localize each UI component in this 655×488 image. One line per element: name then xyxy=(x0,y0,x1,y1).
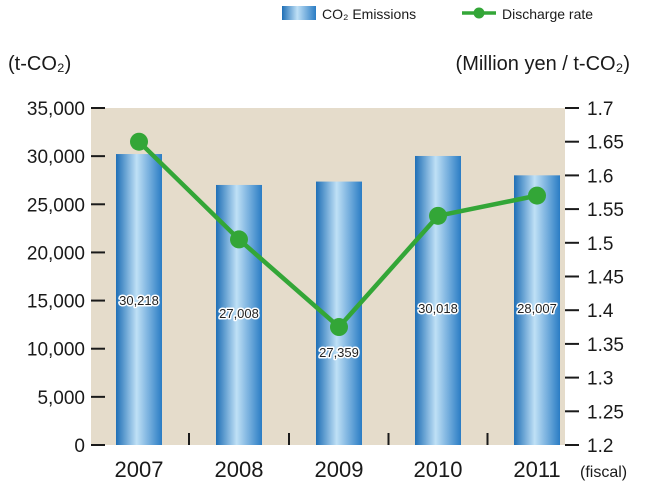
legend: CO₂ Emissions Discharge rate xyxy=(282,6,593,22)
x-axis-suffix: (fiscal) xyxy=(580,464,627,481)
bar-data-label: 27,359 xyxy=(319,345,359,360)
bar-data-label: 28,007 xyxy=(517,301,557,316)
y-right-tick-label: 1.4 xyxy=(587,301,614,322)
line-point xyxy=(130,132,148,151)
x-tick-label: 2008 xyxy=(215,457,264,482)
y-left-unit: (t-CO₂) xyxy=(8,53,71,75)
y-left-tick-label: 35,000 xyxy=(27,99,85,120)
y-right-tick-label: 1.5 xyxy=(587,234,613,255)
y-right-tick-label: 1.45 xyxy=(587,268,624,289)
y-right-tick-label: 1.7 xyxy=(587,99,613,120)
line-point xyxy=(429,206,447,225)
y-left-tick-label: 0 xyxy=(74,436,85,457)
y-right-tick-label: 1.3 xyxy=(587,369,613,390)
y-left-tick-label: 20,000 xyxy=(27,243,85,264)
y-left-axis: 0 5,000 10,000 15,000 20,000 25,000 30,000 35,0… xyxy=(27,99,105,457)
bar-data-label: 30,018 xyxy=(418,301,458,316)
bar-data-labels: 30,218 27,008 27,359 30,018 28,007 xyxy=(118,292,559,362)
legend-label-bar: CO₂ Emissions xyxy=(322,6,416,22)
x-tick-label: 2011 xyxy=(513,457,560,482)
bar-data-label: 30,218 xyxy=(119,293,159,308)
bar xyxy=(216,184,262,445)
bar xyxy=(116,154,162,445)
y-left-tick-label: 30,000 xyxy=(27,147,85,168)
y-left-tick-label: 25,000 xyxy=(27,195,85,216)
x-tick-label: 2009 xyxy=(315,457,364,482)
x-tick-label: 2010 xyxy=(414,457,463,482)
x-axis: 2007 2008 2009 2010 2011 xyxy=(115,433,561,482)
y-right-tick-label: 1.65 xyxy=(587,133,624,154)
y-right-tick-label: 1.2 xyxy=(587,436,613,457)
legend-label-line: Discharge rate xyxy=(502,6,593,22)
y-left-tick-label: 10,000 xyxy=(27,340,85,361)
legend-bar-swatch xyxy=(282,6,316,20)
bar xyxy=(514,175,560,446)
y-left-tick-label: 15,000 xyxy=(27,292,85,313)
bar-data-label: 27,008 xyxy=(219,306,259,321)
y-right-tick-label: 1.35 xyxy=(587,335,624,356)
y-right-unit: (Million yen / t-CO₂) xyxy=(456,53,630,75)
y-right-tick-label: 1.6 xyxy=(587,166,613,187)
y-right-tick-label: 1.55 xyxy=(587,200,624,221)
line-point xyxy=(528,186,546,205)
line-series xyxy=(130,132,546,337)
legend-line-marker xyxy=(473,7,485,19)
y-right-tick-label: 1.25 xyxy=(587,402,624,423)
bar xyxy=(415,155,461,445)
line-point xyxy=(230,230,248,249)
line-point xyxy=(330,318,348,337)
x-tick-label: 2007 xyxy=(115,457,164,482)
y-right-axis: 1.2 1.25 1.3 1.35 1.4 1.45 1.5 1.55 1.6 1.65 1.7 xyxy=(565,99,624,457)
y-left-tick-label: 5,000 xyxy=(37,388,85,409)
